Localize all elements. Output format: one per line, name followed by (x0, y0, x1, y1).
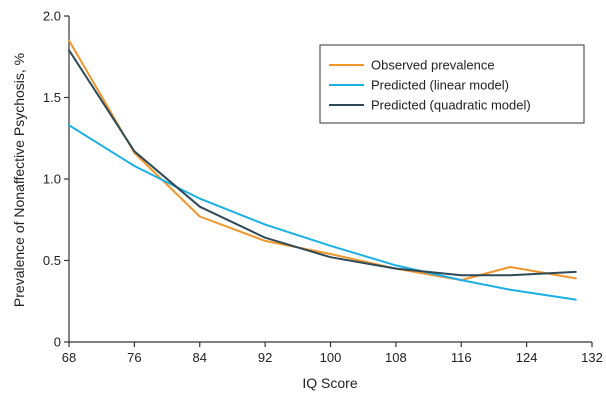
x-tick-label: 76 (127, 350, 141, 365)
y-tick-label: 0 (54, 335, 61, 350)
legend: Observed prevalence Predicted (linear mod… (319, 44, 585, 124)
y-tick-label: 2.0 (43, 9, 61, 24)
y-axis-label: Prevalence of Nonaffective Psychosis, % (11, 53, 27, 307)
x-tick-label: 68 (62, 350, 76, 365)
x-tick-label: 100 (320, 350, 342, 365)
series-line-2 (68, 124, 577, 301)
series-line-1 (68, 39, 577, 282)
x-axis-label: IQ Score (302, 375, 357, 391)
y-tick-label: 1.0 (43, 172, 61, 187)
x-ticks: 68 76 84 92 100 108 116 124 132 (62, 342, 603, 365)
legend-entry-label: Observed prevalence (371, 58, 495, 73)
y-axis-label-group: Prevalence of Nonaffective Psychosis, % (11, 53, 27, 307)
legend-entry-label: Predicted (linear model) (371, 78, 509, 93)
y-tick-label: 0.5 (43, 253, 61, 268)
x-tick-label: 124 (516, 350, 538, 365)
x-tick-label: 132 (581, 350, 603, 365)
series-layer (68, 39, 577, 301)
y-ticks: 0 0.5 1.0 1.5 2.0 (43, 9, 69, 350)
x-tick-label: 108 (385, 350, 407, 365)
x-tick-label: 116 (451, 350, 472, 365)
legend-entry-label: Predicted (quadratic model) (371, 98, 531, 113)
y-tick-label: 1.5 (43, 90, 61, 105)
series-line-3 (68, 49, 577, 277)
x-tick-label: 84 (193, 350, 207, 365)
x-tick-label: 92 (258, 350, 272, 365)
